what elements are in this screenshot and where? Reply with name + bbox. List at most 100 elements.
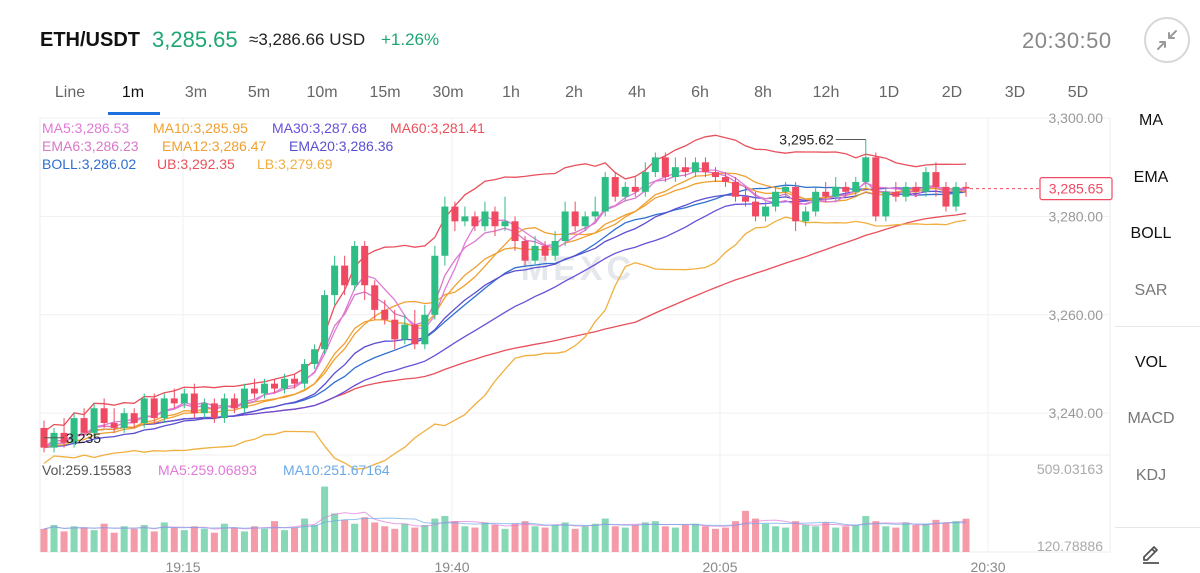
tab-1h[interactable]: 1h xyxy=(502,84,520,101)
volume-bar xyxy=(190,526,198,552)
tab-5m[interactable]: 5m xyxy=(247,84,271,101)
high-annotation: 3,295.62 xyxy=(779,132,834,148)
menu-vol[interactable]: VOL xyxy=(1134,354,1167,371)
pair-title[interactable]: ETH/USDT xyxy=(40,29,140,51)
volume-bar xyxy=(551,525,559,552)
tab-8h[interactable]: 8h xyxy=(754,84,772,101)
volume-bar xyxy=(240,531,248,552)
menu-sar[interactable]: SAR xyxy=(1134,282,1168,299)
last-price: 3,285.65 xyxy=(152,27,238,52)
volume-bar xyxy=(120,526,128,552)
volume-bar xyxy=(381,526,389,552)
candle-body xyxy=(521,240,529,261)
time-tick-label: 20:05 xyxy=(702,559,737,573)
candle-body xyxy=(842,186,850,192)
volume-bar xyxy=(902,522,910,552)
menu-kdj[interactable]: KDJ xyxy=(1135,467,1167,484)
volume-tick-label: 120.78886 xyxy=(1037,538,1103,554)
candle-body xyxy=(832,186,840,197)
candle-body xyxy=(571,211,579,227)
volume-bar xyxy=(752,518,760,552)
volume-bar xyxy=(792,521,800,552)
volume-bar xyxy=(301,518,309,552)
tab-3m[interactable]: 3m xyxy=(184,84,208,101)
volume-bar xyxy=(711,528,719,552)
volume-bar xyxy=(691,523,699,552)
low-annotation: 3,235 xyxy=(66,430,101,446)
volume-bar xyxy=(962,518,970,552)
tab-2h[interactable]: 2h xyxy=(565,84,583,101)
volume-bar xyxy=(952,521,960,552)
tab-15m[interactable]: 15m xyxy=(369,84,401,101)
tab-6h[interactable]: 6h xyxy=(691,84,709,101)
candle-body xyxy=(80,418,88,433)
volume-bar xyxy=(782,527,790,552)
candle-body xyxy=(50,432,58,448)
volume-bar xyxy=(822,522,830,552)
candle-body xyxy=(691,162,699,173)
edit-icon[interactable] xyxy=(1140,543,1162,565)
legend-vol-ma5: MA5:259.06893 xyxy=(158,462,257,478)
volume-bar xyxy=(501,528,509,552)
volume-bar xyxy=(762,523,770,552)
menu-ema[interactable]: EMA xyxy=(1133,169,1169,186)
tab-1m[interactable]: 1m xyxy=(121,84,145,101)
volume-bar xyxy=(110,532,118,552)
candle-body xyxy=(591,211,599,217)
chart-frame xyxy=(39,117,1111,553)
candle-body xyxy=(200,403,208,414)
tab-30m[interactable]: 30m xyxy=(432,84,464,101)
candle-body xyxy=(60,432,68,443)
volume-bar xyxy=(731,521,740,552)
collapse-button[interactable] xyxy=(1144,17,1190,63)
interval-tabs: Line 1m 3m 5m 10m 15m 30m 1h 2h 4h 6h 8h 12h 1D 2D 3D 5D xyxy=(0,80,1110,116)
tab-1d[interactable]: 1D xyxy=(878,84,900,101)
menu-ma[interactable]: MA xyxy=(1139,112,1163,129)
tab-4h[interactable]: 4h xyxy=(628,84,646,101)
volume-bar xyxy=(200,528,208,552)
legend-ma30: MA30:3,287.68 xyxy=(272,120,367,136)
volume-bar xyxy=(601,518,609,552)
volume-bar xyxy=(421,525,429,552)
volume-bar xyxy=(60,531,68,552)
volume-bar xyxy=(130,528,138,552)
candlestick-chart[interactable]: 3,300.00 3,280.00 3,260.00 3,240.00 19:15 19:… xyxy=(0,0,1115,573)
tab-10m[interactable]: 10m xyxy=(306,84,338,101)
candle-body xyxy=(561,211,569,241)
candle-body xyxy=(210,403,218,419)
volume-bar xyxy=(311,525,319,552)
volume-bar xyxy=(150,531,158,552)
volume-bar xyxy=(40,528,48,552)
volume-bar xyxy=(651,521,659,552)
candle-body xyxy=(351,245,359,286)
candle-body xyxy=(361,245,369,286)
price-tick-label: 3,280.00 xyxy=(1049,208,1104,224)
price-tick-label: 3,260.00 xyxy=(1049,307,1104,323)
tab-5d[interactable]: 5D xyxy=(1067,84,1089,101)
legend-ema6: EMA6:3,286.23 xyxy=(42,138,139,154)
tab-2d[interactable]: 2D xyxy=(941,84,963,101)
candle-body xyxy=(120,413,128,428)
tab-line[interactable]: Line xyxy=(54,84,86,101)
volume-ma10-line xyxy=(43,517,967,530)
boll-ub-line xyxy=(43,134,967,433)
menu-macd[interactable]: MACD xyxy=(1127,410,1175,427)
price-tick-label: 3,300.00 xyxy=(1049,110,1104,126)
volume-bar xyxy=(170,527,178,552)
time-tick-label: 19:40 xyxy=(434,559,469,573)
candle-body xyxy=(321,295,329,350)
candle-body xyxy=(501,221,509,227)
volume-bar xyxy=(80,527,88,552)
candle-body xyxy=(601,177,609,212)
tab-12h[interactable]: 12h xyxy=(812,84,840,101)
volume-bar xyxy=(812,526,820,552)
menu-boll[interactable]: BOLL xyxy=(1130,225,1172,242)
volume-bar xyxy=(331,513,339,552)
volume-bar xyxy=(882,526,890,552)
volume-bar xyxy=(701,526,709,552)
candle-body xyxy=(461,216,469,222)
volume-bar xyxy=(70,526,78,552)
tab-3d[interactable]: 3D xyxy=(1004,84,1026,101)
candle-body xyxy=(952,186,960,207)
volume-bar xyxy=(641,522,649,552)
